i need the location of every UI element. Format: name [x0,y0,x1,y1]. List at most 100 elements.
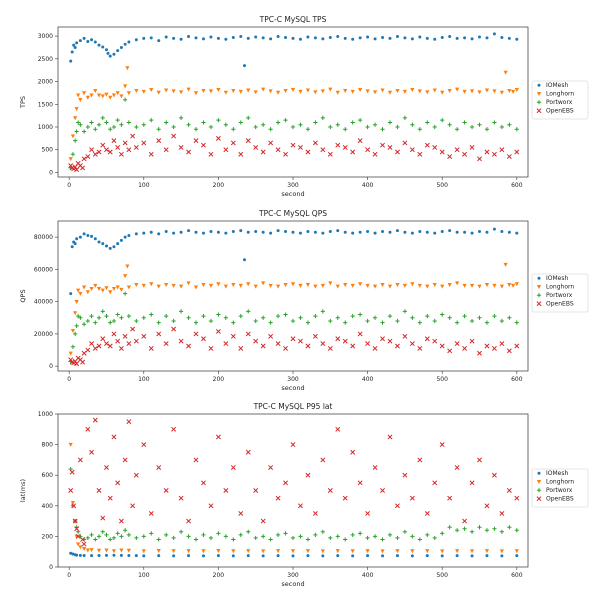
point-longhorn [514,549,519,554]
point-portworx [104,314,109,319]
point-portworx [268,320,273,325]
point-portworx [193,127,199,132]
x-tick-label: 500 [436,572,448,579]
point-portworx [462,526,467,531]
point-longhorn [492,89,497,94]
point-openebs [141,140,147,146]
point-openebs [380,336,385,342]
y-tick-label: 20000 [34,331,53,338]
plot-frame [57,413,529,568]
point-longhorn [462,89,467,94]
point-portworx [164,120,169,125]
point-longhorn [193,91,199,96]
point-portworx [134,535,139,541]
x-tick-label: 100 [138,572,150,579]
plot-frame [57,220,529,372]
point-longhorn [96,287,102,292]
point-portworx [425,532,430,537]
point-longhorn [402,283,408,288]
point-longhorn [298,89,303,94]
point-iomesh [172,231,176,235]
point-openebs [238,151,244,157]
point-openebs [130,503,136,509]
point-openebs [186,149,192,155]
point-longhorn [119,94,124,99]
point-portworx [514,127,519,132]
point-iomesh [440,229,444,233]
point-longhorn [261,549,266,554]
y-tick-label: 800 [42,442,54,449]
point-iomesh [164,229,168,233]
point-iomesh [106,51,110,55]
point-openebs [245,138,251,144]
legend-marker-portworx [536,488,542,493]
series-iomesh [69,551,519,558]
point-openebs [156,465,162,471]
point-portworx [387,120,393,125]
data-points [68,417,520,558]
point-openebs [80,537,86,542]
point-portworx [73,138,78,143]
point-openebs [372,345,378,351]
point-longhorn [275,549,281,554]
point-portworx [89,532,94,537]
point-iomesh [306,229,310,233]
point-portworx [343,127,348,132]
point-iomesh [388,230,392,234]
point-openebs [491,151,497,157]
point-longhorn [123,84,128,89]
point-iomesh [492,227,496,231]
point-openebs [118,151,124,157]
point-longhorn [469,89,475,94]
point-longhorn [111,93,117,98]
point-openebs [312,333,318,339]
point-openebs [201,336,206,342]
y-tick-label: 1000 [38,411,53,418]
point-portworx [186,122,191,127]
point-openebs [350,449,356,455]
point-portworx [484,528,490,533]
point-longhorn [73,311,78,316]
point-longhorn [455,549,460,554]
point-iomesh [231,229,235,233]
point-longhorn [380,88,385,93]
point-openebs [69,469,75,475]
point-iomesh [127,40,131,44]
point-iomesh [157,39,161,43]
point-openebs [462,518,468,524]
point-longhorn [425,284,430,289]
point-openebs [506,488,512,493]
point-iomesh [119,238,123,242]
point-portworx [275,120,281,125]
legend-marker-longhorn [536,92,542,97]
point-iomesh [395,554,399,558]
point-portworx [410,534,415,539]
point-portworx [253,124,258,130]
point-iomesh [104,244,108,248]
point-longhorn [432,88,437,93]
point-openebs [506,348,512,354]
point-iomesh [142,554,146,558]
point-openebs [92,417,98,423]
point-iomesh [108,246,112,250]
point-portworx [387,532,393,537]
point-longhorn [380,549,385,554]
point-iomesh [254,229,258,233]
legend-label: Portworx [546,487,573,494]
point-iomesh [246,36,250,40]
point-iomesh [261,230,265,234]
point-longhorn [85,290,90,295]
point-openebs [111,331,117,337]
x-tick-label: 0 [67,182,71,189]
point-openebs [115,480,121,486]
point-iomesh [470,231,474,235]
point-openebs [223,147,229,153]
point-portworx [484,320,490,325]
point-iomesh [93,40,97,44]
x-tick-label: 200 [213,376,225,383]
point-openebs [85,347,91,353]
point-portworx [268,127,273,132]
point-iomesh [433,37,437,41]
point-longhorn [93,283,98,288]
point-iomesh [470,37,474,41]
